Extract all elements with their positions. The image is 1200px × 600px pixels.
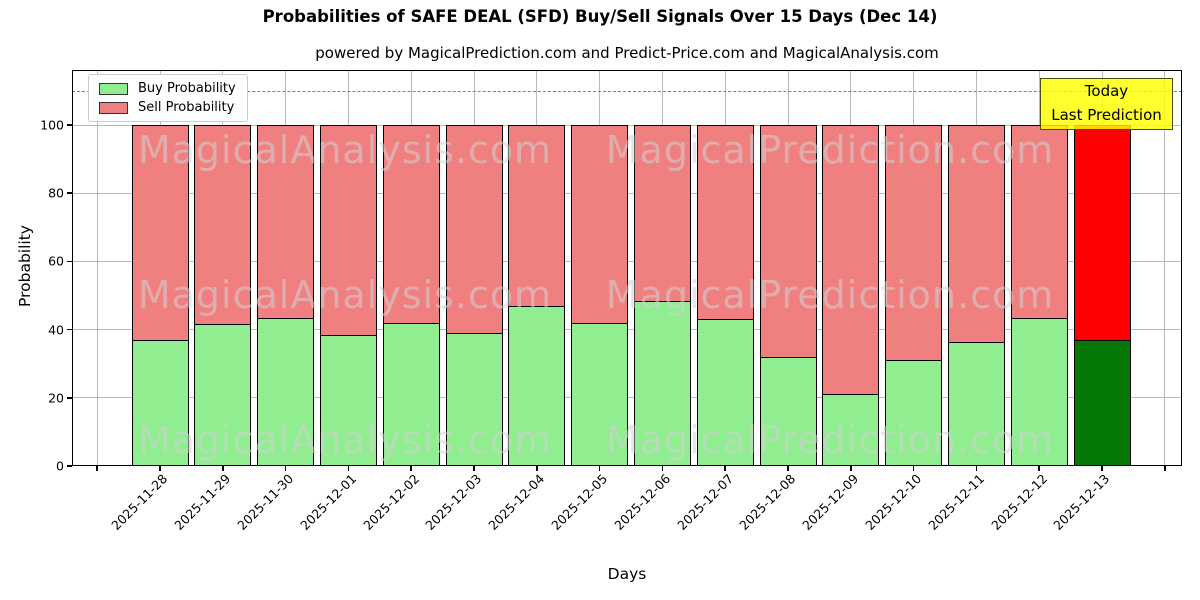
today-annotation: Today Last Prediction <box>1040 78 1173 130</box>
x-tick-mark <box>850 466 852 471</box>
x-tick-mark <box>1038 466 1040 471</box>
bar-segment-sell <box>508 125 566 306</box>
legend: Buy Probability Sell Probability <box>88 74 248 122</box>
x-tick-label: 2025-12-07 <box>673 471 736 533</box>
bar-segment-sell <box>696 125 754 320</box>
bar-segment-buy <box>131 339 189 466</box>
legend-swatch-buy-icon <box>99 83 128 95</box>
bar-segment-buy <box>1010 317 1068 466</box>
x-tick-mark <box>661 466 664 471</box>
x-tick-mark <box>975 466 978 471</box>
bar-segment-buy <box>885 360 943 466</box>
x-tick-label: 2025-12-06 <box>611 471 674 533</box>
y-axis-label: Probability <box>16 225 34 307</box>
x-tick-label: 2025-12-04 <box>485 471 548 533</box>
x-tick-label: 2025-12-03 <box>422 471 485 533</box>
y-tick-mark <box>67 192 72 194</box>
bar-segment-buy <box>508 305 566 466</box>
bar-segment-sell <box>1073 125 1131 340</box>
x-tick-mark <box>410 466 412 471</box>
x-axis-label: Days <box>607 565 647 583</box>
x-tick-label: 2025-12-02 <box>359 471 422 533</box>
bar-segment-sell <box>445 125 503 333</box>
bar-segment-buy <box>194 324 252 466</box>
bar-segment-sell <box>571 125 629 323</box>
x-tick-label: 2025-12-12 <box>987 471 1050 533</box>
x-tick-mark <box>1164 466 1166 471</box>
x-tick-label: 2025-12-13 <box>1050 471 1113 533</box>
y-tick-mark <box>67 465 72 467</box>
annotation-line-1: Today <box>1084 82 1129 100</box>
x-tick-mark <box>598 466 601 471</box>
y-tick-label: 80 <box>48 185 64 201</box>
bar-segment-buy <box>696 319 754 466</box>
bar-segment-buy <box>822 394 880 466</box>
y-tick-mark <box>67 260 72 263</box>
bar-segment-sell <box>131 125 189 340</box>
y-tick-mark <box>67 328 72 331</box>
x-tick-mark <box>222 466 224 471</box>
bar-segment-sell <box>885 125 943 361</box>
x-tick-label: 2025-11-30 <box>234 471 297 533</box>
x-tick-label: 2025-12-11 <box>925 471 988 533</box>
annotation-line-2: Last Prediction <box>1051 106 1162 124</box>
bar-segment-buy <box>571 322 629 466</box>
bar-segment-sell <box>1010 125 1068 318</box>
threshold-dashed-line <box>72 90 1182 92</box>
x-tick-mark <box>347 466 350 471</box>
y-tick-label: 60 <box>48 253 64 269</box>
bar-segment-buy <box>257 317 315 466</box>
x-tick-mark <box>912 466 915 471</box>
bar-segment-buy <box>1073 339 1131 466</box>
x-tick-mark <box>473 466 475 471</box>
chart-subtitle: powered by MagicalPrediction.com and Pre… <box>315 44 939 62</box>
x-tick-mark <box>724 466 726 471</box>
x-tick-mark <box>284 466 287 471</box>
legend-swatch-sell-icon <box>99 102 128 114</box>
x-tick-mark <box>96 466 98 471</box>
x-tick-label: 2025-12-09 <box>799 471 862 533</box>
legend-item-buy: Buy Probability <box>99 81 239 97</box>
vertical-gridline <box>1164 70 1166 466</box>
legend-label-sell: Sell Probability <box>138 100 235 115</box>
x-tick-label: 2025-12-08 <box>736 471 799 533</box>
bar-segment-buy <box>633 300 691 466</box>
x-tick-label: 2025-12-01 <box>297 471 360 533</box>
bar-segment-buy <box>759 356 817 466</box>
legend-item-sell: Sell Probability <box>99 100 239 116</box>
bar-segment-buy <box>319 334 377 466</box>
y-tick-mark <box>67 124 72 126</box>
bar-segment-sell <box>319 125 377 335</box>
y-tick-mark <box>67 397 72 399</box>
x-tick-mark <box>1101 466 1103 471</box>
x-tick-label: 2025-11-29 <box>171 471 234 533</box>
x-tick-mark <box>536 466 538 471</box>
bar-segment-sell <box>194 125 252 325</box>
bar-segment-sell <box>633 125 691 301</box>
x-tick-mark <box>159 466 161 471</box>
bar-segment-sell <box>759 125 817 357</box>
y-tick-label: 40 <box>48 322 64 338</box>
y-tick-label: 20 <box>48 390 64 406</box>
y-tick-label: 0 <box>56 458 64 474</box>
x-tick-label: 2025-12-10 <box>862 471 925 533</box>
bar-segment-sell <box>257 125 315 318</box>
x-tick-label: 2025-12-05 <box>548 471 611 533</box>
bar-segment-buy <box>947 341 1005 466</box>
x-tick-mark <box>787 466 789 471</box>
bar-segment-buy <box>382 322 440 466</box>
bar-segment-sell <box>947 125 1005 342</box>
y-tick-label: 100 <box>40 117 64 133</box>
bar-segment-sell <box>382 125 440 323</box>
vertical-gridline <box>96 70 98 466</box>
x-tick-label: 2025-11-28 <box>108 471 171 533</box>
bar-segment-sell <box>822 125 880 395</box>
chart-title: Probabilities of SAFE DEAL (SFD) Buy/Sel… <box>262 7 938 26</box>
legend-label-buy: Buy Probability <box>138 81 236 96</box>
bar-segment-buy <box>445 333 503 466</box>
